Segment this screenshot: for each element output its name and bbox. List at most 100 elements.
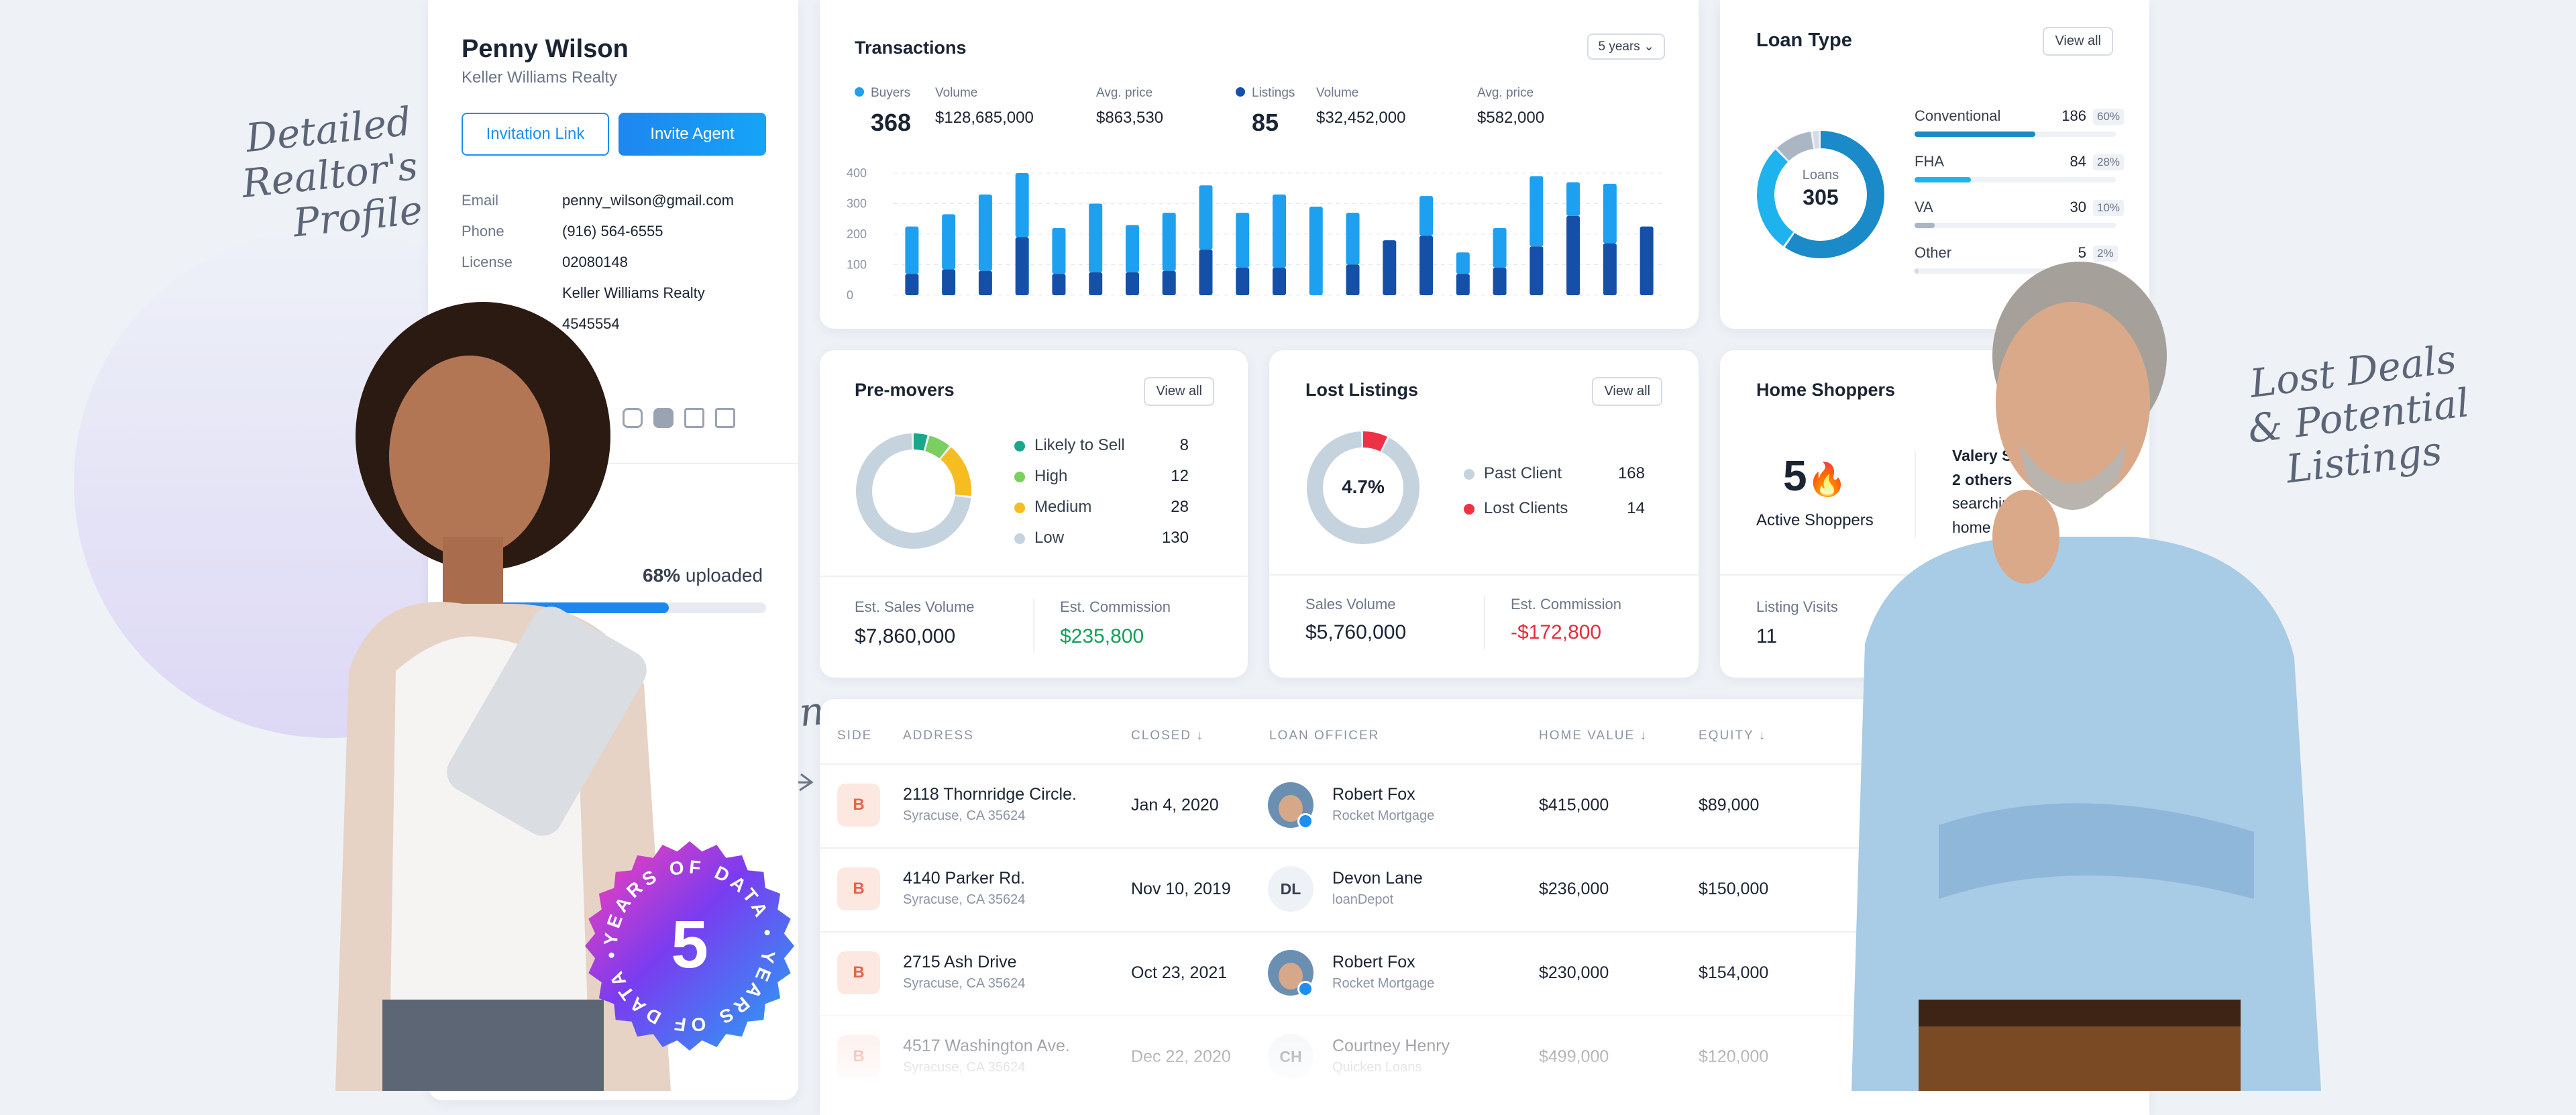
loan-officer-name: Devon Lane xyxy=(1332,869,1423,888)
donut-segment-1 xyxy=(1307,431,1419,544)
header-address[interactable]: ADDRESS xyxy=(903,729,974,743)
lost-legend-value: 168 xyxy=(1617,464,1645,482)
donut-segment-0 xyxy=(856,433,971,549)
bar-buyers-6 xyxy=(1125,225,1139,272)
address-street: 2118 Thornridge Circle. xyxy=(903,785,1077,804)
stat-label: Listings xyxy=(1236,86,1295,101)
realtor-icon[interactable] xyxy=(715,408,735,428)
table-row[interactable]: B 4140 Parker Rd. Syracuse, CA 35624 Nov 10… xyxy=(820,847,2149,931)
loan-officer-name: Courtney Henry xyxy=(1332,1037,1450,1055)
badge-number: 5 xyxy=(671,907,708,982)
premover-legend-name: High xyxy=(1034,467,1068,485)
lost-listings-view-all-button[interactable]: View all xyxy=(1592,377,1662,406)
loan-item-bar-track xyxy=(1915,131,2116,137)
lost-sales-label: Sales Volume xyxy=(1305,596,1396,613)
instagram-icon[interactable] xyxy=(623,408,643,428)
header-loan-officer[interactable]: LOAN OFFICER xyxy=(1269,729,1380,743)
row-divider xyxy=(820,931,2149,933)
lost-listings-donut xyxy=(1307,431,1419,544)
loan-item-pct: 2% xyxy=(2093,246,2118,262)
premovers-sales-value: $7,860,000 xyxy=(855,625,956,647)
zillow-icon[interactable] xyxy=(684,408,704,428)
chevron-down-icon: ⌄ xyxy=(1644,40,1654,54)
loan-type-title: Loan Type xyxy=(1756,30,1852,51)
legend-dot-icon xyxy=(1464,468,1474,480)
premover-legend-value: 8 xyxy=(1179,436,1189,454)
bar-buyers-12 xyxy=(1346,213,1360,265)
bar-buyers-8 xyxy=(1199,185,1213,250)
invite-agent-button[interactable]: Invite Agent xyxy=(619,113,766,156)
y-tick-label: 400 xyxy=(847,166,867,180)
license-label: License xyxy=(462,254,513,270)
donut-segment-0 xyxy=(1757,131,1884,258)
loan-type-view-all-button[interactable]: View all xyxy=(2043,27,2113,56)
closed-date: Nov 10, 2019 xyxy=(1131,880,1231,898)
email-value: penny_wilson@gmail.com xyxy=(562,192,734,209)
phone-label: Phone xyxy=(462,223,504,240)
transactions-card: Transactions 5 years ⌄ Buyers 368 Volume $1… xyxy=(820,0,1699,329)
premover-legend-item[interactable]: Low xyxy=(1014,529,1064,547)
table-row[interactable]: B 2715 Ash Drive Syracuse, CA 35624 Oct 23,… xyxy=(820,931,2149,1015)
lost-legend-item[interactable]: Lost Clients xyxy=(1464,499,1568,518)
bar-listings-9 xyxy=(1236,268,1250,295)
address-city: Syracuse, CA 35624 xyxy=(903,808,1026,823)
header-home-value[interactable]: HOME VALUE ↓ xyxy=(1539,729,1648,743)
legend-dot-icon xyxy=(1014,471,1025,482)
stat-value: $582,000 xyxy=(1477,109,1545,127)
premovers-commission-label: Est. Commission xyxy=(1060,598,1171,615)
premover-legend-item[interactable]: Likely to Sell xyxy=(1014,436,1125,455)
loan-officer-cell: Devon Lane loanDepot xyxy=(1332,869,1423,908)
stat-value: 85 xyxy=(1252,109,1279,136)
stat-value: $32,452,000 xyxy=(1316,109,1406,127)
equity: $89,000 xyxy=(1699,796,1760,814)
profile-name: Penny Wilson xyxy=(462,35,629,63)
license-number-value: 4545554 xyxy=(562,315,620,332)
loan-item-bar-track xyxy=(1915,223,2116,228)
fire-icon: 🔥 xyxy=(1807,462,1847,498)
stat-label: Avg. price xyxy=(1096,86,1153,100)
loan-officer-cell: Robert Fox Rocket Mortgage xyxy=(1332,953,1434,992)
premover-legend-item[interactable]: Medium xyxy=(1014,498,1091,517)
bar-listings-12 xyxy=(1346,264,1360,295)
bar-listings-3 xyxy=(1015,237,1029,295)
stat-label: Avg. price xyxy=(1477,86,1534,100)
address-street: 4517 Washington Ave. xyxy=(903,1037,1070,1055)
lender-logo-icon xyxy=(1297,981,1313,997)
legend-dot-icon xyxy=(1014,502,1025,513)
stat-0: Buyers 368 xyxy=(855,86,911,137)
premover-legend-name: Medium xyxy=(1034,498,1092,516)
closed-date: Jan 4, 2020 xyxy=(1131,796,1219,814)
bar-listings-20 xyxy=(1640,226,1654,295)
woman-photo xyxy=(335,302,671,1091)
side-badge: B xyxy=(837,784,880,827)
stat-label: Buyers xyxy=(855,86,911,101)
premovers-view-all-button[interactable]: View all xyxy=(1144,377,1214,406)
header-closed[interactable]: CLOSED ↓ xyxy=(1131,729,1204,743)
lost-listings-title: Lost Listings xyxy=(1305,380,1418,400)
lost-commission-value: -$172,800 xyxy=(1511,621,1602,643)
lost-legend-item[interactable]: Past Client xyxy=(1464,464,1562,483)
invitation-link-button[interactable]: Invitation Link xyxy=(462,113,609,156)
stat-dot-icon xyxy=(855,87,864,97)
side-badge: B xyxy=(837,951,880,994)
address-city: Syracuse, CA 35624 xyxy=(903,892,1026,907)
period-select[interactable]: 5 years ⌄ xyxy=(1587,34,1665,60)
stat-3: Listings 85 xyxy=(1236,86,1295,137)
header-side[interactable]: SIDE xyxy=(837,729,873,743)
lost-center-value: 4.7% xyxy=(1342,476,1385,497)
premovers-sales-label: Est. Sales Volume xyxy=(855,598,975,615)
table-row[interactable]: B 2118 Thornridge Circle. Syracuse, CA 356… xyxy=(820,763,2149,847)
bar-buyers-10 xyxy=(1273,194,1286,268)
header-equity[interactable]: EQUITY ↓ xyxy=(1699,729,1767,743)
y-tick-label: 0 xyxy=(847,288,853,302)
active-shoppers-label: Active Shoppers xyxy=(1756,511,1874,529)
premover-legend-item[interactable]: High xyxy=(1014,467,1067,486)
lender-name: loanDepot xyxy=(1332,892,1394,907)
legend-dot-icon xyxy=(1014,533,1025,544)
home-value: $415,000 xyxy=(1539,796,1609,814)
youtube-icon[interactable] xyxy=(653,408,674,428)
address-cell: 4517 Washington Ave. Syracuse, CA 35624 xyxy=(903,1037,1070,1075)
home-shoppers-title: Home Shoppers xyxy=(1756,380,1896,400)
stat-2: Avg. price $863,530 xyxy=(1096,86,1163,127)
loan-item-bar-fill xyxy=(1915,268,1919,274)
